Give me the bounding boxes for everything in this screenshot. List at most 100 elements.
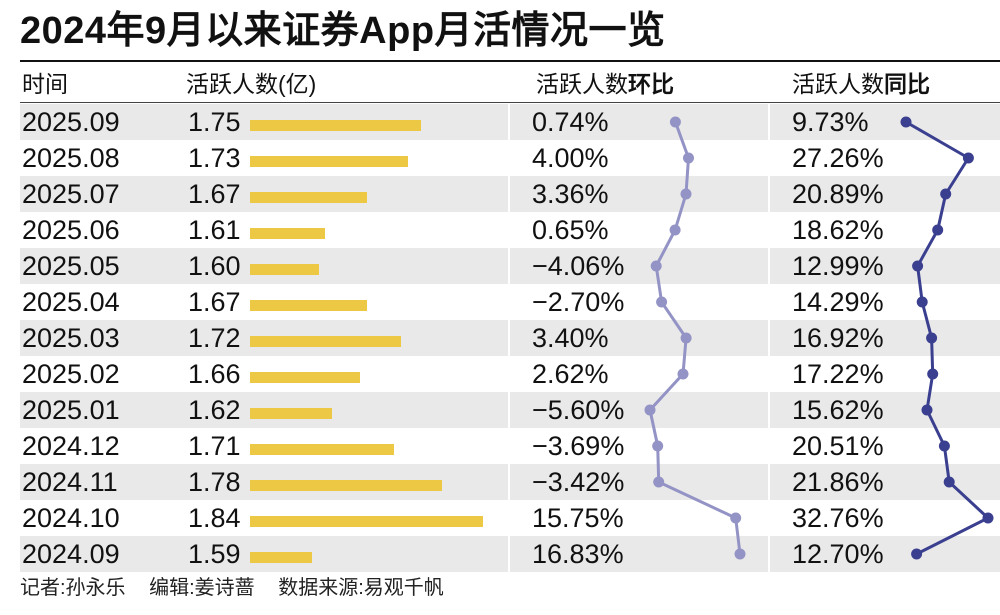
header-time: 时间 — [22, 71, 68, 97]
yoy-point — [927, 368, 939, 380]
active-value-cell: 1.62 — [188, 395, 241, 425]
table-row — [20, 392, 1000, 428]
table-row — [20, 248, 1000, 284]
yoy-value-cell: 17.22% — [792, 359, 884, 389]
month-cell: 2025.07 — [22, 179, 120, 209]
month-cell: 2025.05 — [22, 251, 120, 281]
mom-point — [680, 188, 692, 200]
credit-source: 数据来源:易观千帆 — [278, 577, 444, 599]
active-bar — [250, 192, 367, 203]
mom-value-cell: 3.36% — [532, 179, 609, 209]
month-cell: 2025.01 — [22, 395, 120, 425]
mom-point — [652, 440, 664, 452]
yoy-point — [926, 332, 938, 344]
yoy-point — [982, 512, 994, 524]
header-mom-prefix: 活跃人数 — [536, 71, 628, 97]
page-title: 2024年9月以来证券App月活情况一览 — [20, 10, 666, 52]
mom-value-cell: 15.75% — [532, 503, 624, 533]
mom-point — [734, 548, 746, 560]
header-active: 活跃人数(亿) — [186, 71, 317, 97]
yoy-value-cell: 32.76% — [792, 503, 884, 533]
table-row — [20, 176, 1000, 212]
active-bar — [250, 336, 401, 347]
month-cell: 2024.09 — [22, 539, 120, 569]
mom-point — [656, 296, 668, 308]
header-yoy: 活跃人数同比 — [792, 66, 930, 102]
column-divider — [508, 104, 510, 572]
credit-reporter: 记者:孙永乐 — [20, 577, 126, 599]
mom-value-cell: 2.62% — [532, 359, 609, 389]
title-divider — [20, 60, 1000, 62]
yoy-point — [940, 188, 952, 200]
active-bar — [250, 156, 408, 167]
active-bar — [250, 228, 326, 239]
credits: 记者:孙永乐 编辑:姜诗蔷 数据来源:易观千帆 — [20, 570, 462, 606]
mom-point — [677, 368, 689, 380]
mom-value-cell: 4.00% — [532, 143, 609, 173]
yoy-point — [912, 260, 924, 272]
yoy-point — [900, 116, 912, 128]
active-bar — [250, 300, 367, 311]
yoy-value-cell: 21.86% — [792, 467, 884, 497]
header-yoy-prefix: 活跃人数 — [792, 71, 884, 97]
yoy-value-cell: 20.51% — [792, 431, 884, 461]
yoy-point — [921, 404, 933, 416]
active-bar — [250, 444, 394, 455]
active-value-cell: 1.75 — [188, 107, 241, 137]
mom-point — [730, 512, 742, 524]
mom-point — [680, 332, 692, 344]
active-value-cell: 1.73 — [188, 143, 241, 173]
active-bar — [250, 372, 360, 383]
header-yoy-suffix: 同比 — [884, 71, 930, 97]
header-mom-suffix: 环比 — [628, 71, 674, 97]
mom-value-cell: −3.42% — [532, 467, 625, 497]
credit-editor: 编辑:姜诗蔷 — [149, 577, 255, 599]
mom-value-cell: −2.70% — [532, 287, 625, 317]
active-value-cell: 1.67 — [188, 287, 241, 317]
yoy-value-cell: 12.70% — [792, 539, 884, 569]
yoy-point — [938, 440, 950, 452]
yoy-point — [943, 476, 955, 488]
month-cell: 2025.08 — [22, 143, 120, 173]
month-cell: 2025.06 — [22, 215, 120, 245]
yoy-sparkline — [905, 120, 990, 556]
mom-value-cell: −5.60% — [532, 395, 625, 425]
month-cell: 2025.02 — [22, 359, 120, 389]
yoy-value-cell: 16.92% — [792, 323, 884, 353]
mom-point — [644, 404, 656, 416]
yoy-value-cell: 14.29% — [792, 287, 884, 317]
mom-value-cell: −3.69% — [532, 431, 625, 461]
active-value-cell: 1.84 — [188, 503, 241, 533]
yoy-point — [911, 548, 923, 560]
mom-point — [683, 152, 694, 164]
yoy-point — [932, 224, 944, 236]
mom-sparkline — [648, 121, 742, 555]
header-divider — [20, 102, 1000, 103]
yoy-point — [916, 296, 928, 308]
active-value-cell: 1.71 — [188, 431, 241, 461]
mom-point — [669, 116, 681, 128]
yoy-value-cell: 18.62% — [792, 215, 884, 245]
active-value-cell: 1.60 — [188, 251, 241, 281]
active-value-cell: 1.59 — [188, 539, 241, 569]
mom-value-cell: −4.06% — [532, 251, 625, 281]
table-row — [20, 320, 1000, 356]
table-row — [20, 464, 1000, 500]
yoy-point — [962, 152, 974, 164]
active-bar — [250, 552, 312, 563]
mom-point — [669, 224, 681, 236]
table-row — [20, 536, 1000, 572]
mom-value-cell: 16.83% — [532, 539, 624, 569]
month-cell: 2025.09 — [22, 107, 120, 137]
active-value-cell: 1.61 — [188, 215, 241, 245]
header-mom: 活跃人数环比 — [536, 66, 674, 102]
mom-value-cell: 0.65% — [532, 215, 609, 245]
mom-point — [650, 260, 662, 272]
active-value-cell: 1.67 — [188, 179, 241, 209]
column-divider — [768, 104, 770, 572]
active-value-cell: 1.66 — [188, 359, 241, 389]
yoy-value-cell: 20.89% — [792, 179, 884, 209]
table-row — [20, 104, 1000, 140]
month-cell: 2025.04 — [22, 287, 120, 317]
